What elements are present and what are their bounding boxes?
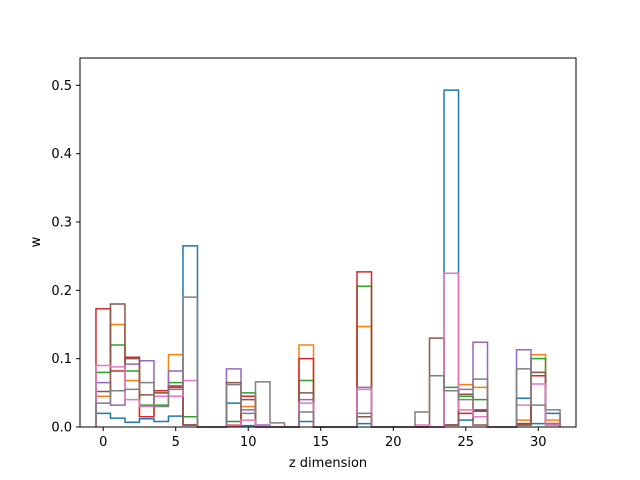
y-tick-label: 0.1	[51, 352, 72, 367]
x-tick-label: 30	[530, 435, 547, 450]
x-tick-label: 0	[99, 435, 107, 450]
plot-frame	[79, 57, 577, 428]
y-tick-label: 0.5	[51, 79, 72, 94]
x-tick-label: 15	[312, 435, 329, 450]
x-axis-ticks: 0 5 10 15 20 25 30	[99, 427, 547, 450]
x-tick-label: 5	[172, 435, 180, 450]
x-axis-label: z dimension	[289, 456, 367, 471]
series-8-step-line	[95, 296, 561, 428]
y-tick-label: 0.3	[51, 216, 72, 231]
y-tick-label: 0.2	[51, 284, 72, 299]
x-tick-label: 25	[458, 435, 475, 450]
x-tick-label: 20	[385, 435, 402, 450]
y-tick-label: 0.4	[51, 147, 72, 162]
y-axis-ticks: 0.0 0.1 0.2 0.3 0.4 0.5	[51, 79, 80, 436]
x-tick-label: 10	[240, 435, 257, 450]
y-axis-label: w	[29, 236, 44, 247]
y-tick-label: 0.0	[51, 421, 72, 436]
